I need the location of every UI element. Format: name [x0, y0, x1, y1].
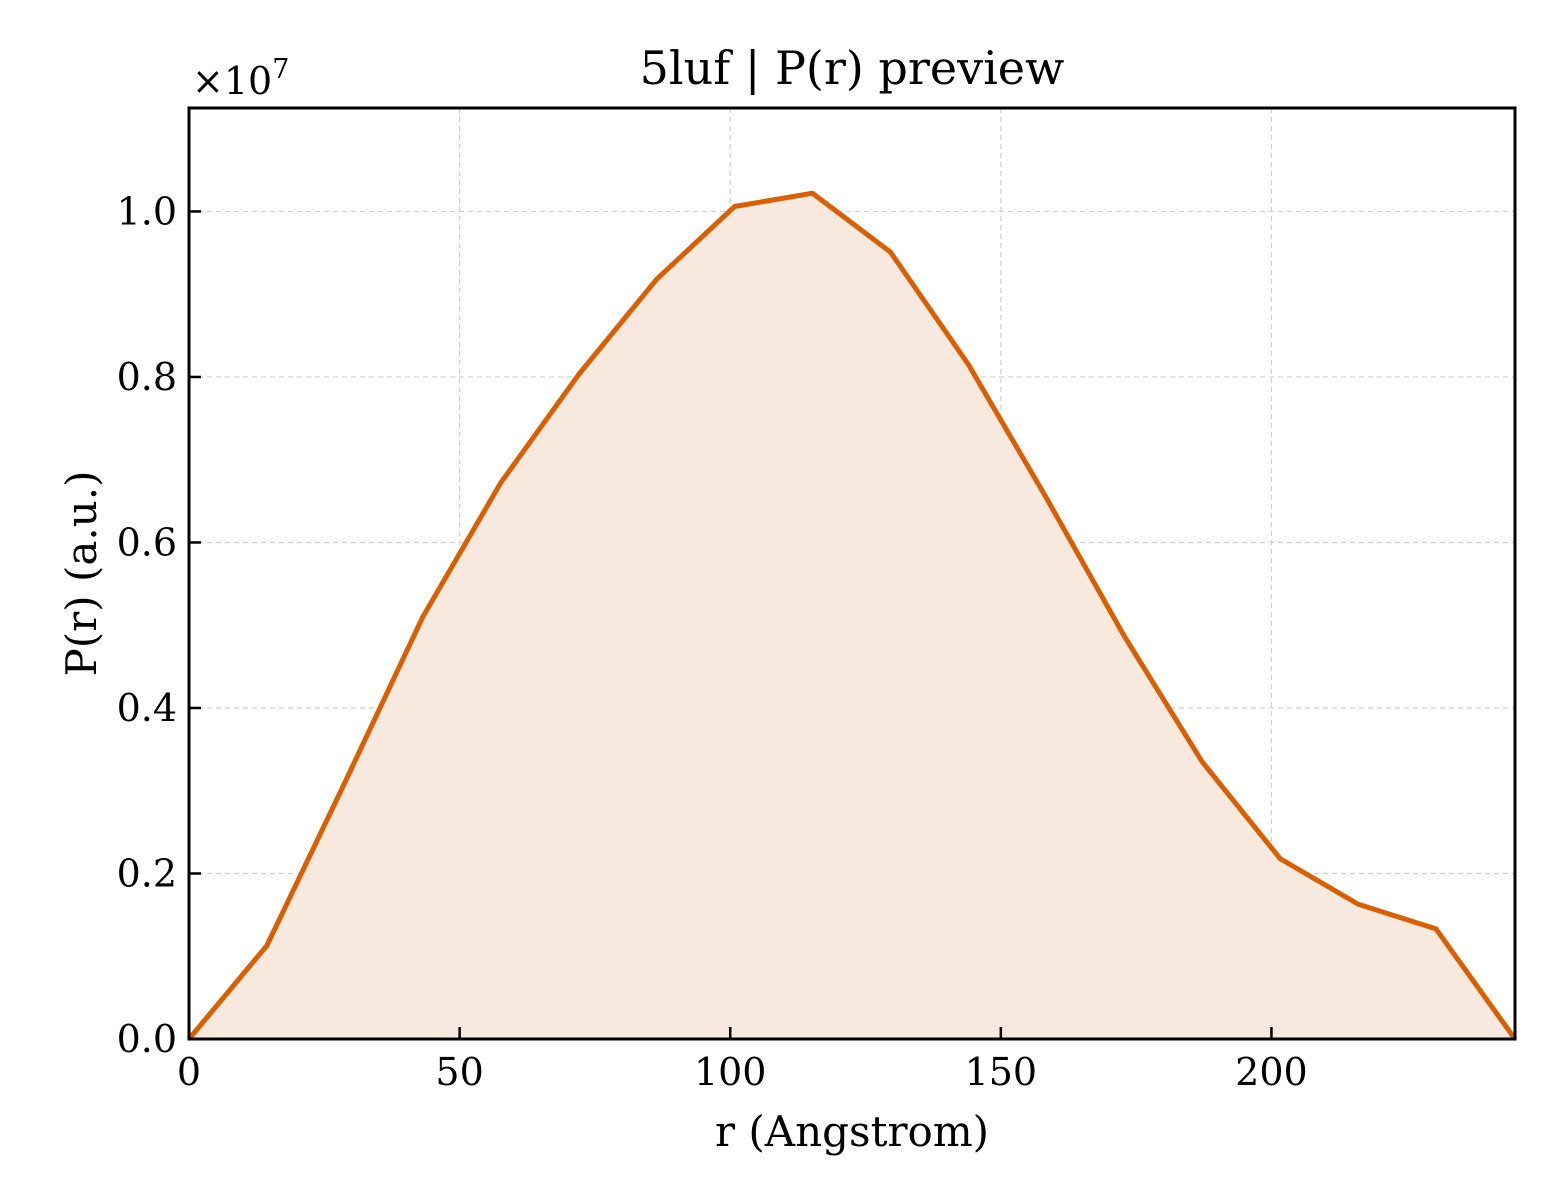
data-point — [344, 782, 346, 783]
y-tick-label: 0.6 — [117, 520, 177, 564]
x-axis-title: r (Angstrom) — [715, 1107, 989, 1156]
y-tick-label: 0.4 — [117, 686, 177, 730]
data-point — [1123, 635, 1125, 637]
data-point — [266, 945, 268, 946]
y-multiplier-base: ×10 — [192, 59, 272, 103]
data-point — [1201, 761, 1203, 763]
data-point — [1279, 858, 1281, 860]
data-point — [734, 206, 736, 207]
data-point — [500, 482, 502, 484]
y-axis-multiplier: ×107 — [192, 54, 289, 103]
y-tick-label: 0.2 — [117, 851, 177, 895]
data-point — [889, 251, 891, 253]
x-tick-label: 100 — [694, 1050, 767, 1094]
series-area-fill — [189, 193, 1515, 1039]
line-layer — [187, 190, 1518, 1041]
ticks: 0 50 100 150 200 0.0 0.2 0.4 0.6 0.8 1.0 — [117, 189, 1308, 1094]
y-tick-label: 0.8 — [117, 355, 177, 399]
data-point — [812, 192, 813, 194]
x-tick-label: 150 — [965, 1050, 1038, 1094]
y-multiplier-exponent: 7 — [272, 54, 289, 85]
data-point — [578, 374, 580, 375]
series-line — [187, 190, 1518, 1041]
x-tick-label: 0 — [177, 1050, 201, 1094]
data-point — [1357, 903, 1359, 905]
x-tick-label: 200 — [1235, 1050, 1308, 1094]
plot-frame — [187, 106, 1517, 1041]
data-point — [967, 364, 969, 365]
y-tick-label: 1.0 — [117, 189, 177, 233]
data-point — [1045, 497, 1047, 499]
data-point — [1435, 928, 1437, 930]
x-tick-label: 50 — [435, 1050, 483, 1094]
data-point — [656, 278, 658, 280]
area-layer — [189, 193, 1515, 1039]
data-point — [422, 616, 424, 618]
y-tick-label: 0.0 — [117, 1017, 177, 1061]
chart-title: 5luf | P(r) preview — [640, 41, 1065, 95]
y-axis-title: P(r) (a.u.) — [57, 470, 106, 676]
